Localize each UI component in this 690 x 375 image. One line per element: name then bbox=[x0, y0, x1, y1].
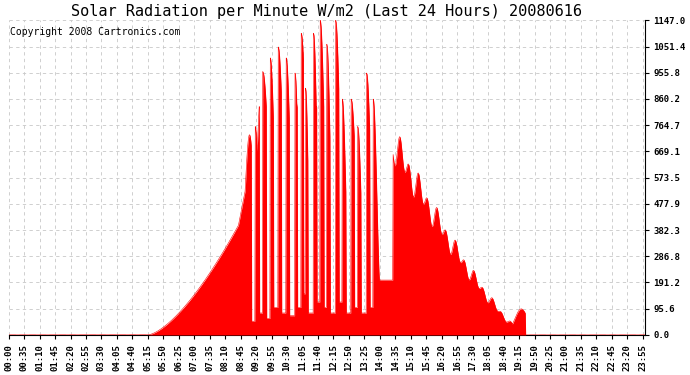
Text: Copyright 2008 Cartronics.com: Copyright 2008 Cartronics.com bbox=[10, 27, 180, 37]
Title: Solar Radiation per Minute W/m2 (Last 24 Hours) 20080616: Solar Radiation per Minute W/m2 (Last 24… bbox=[71, 4, 582, 19]
